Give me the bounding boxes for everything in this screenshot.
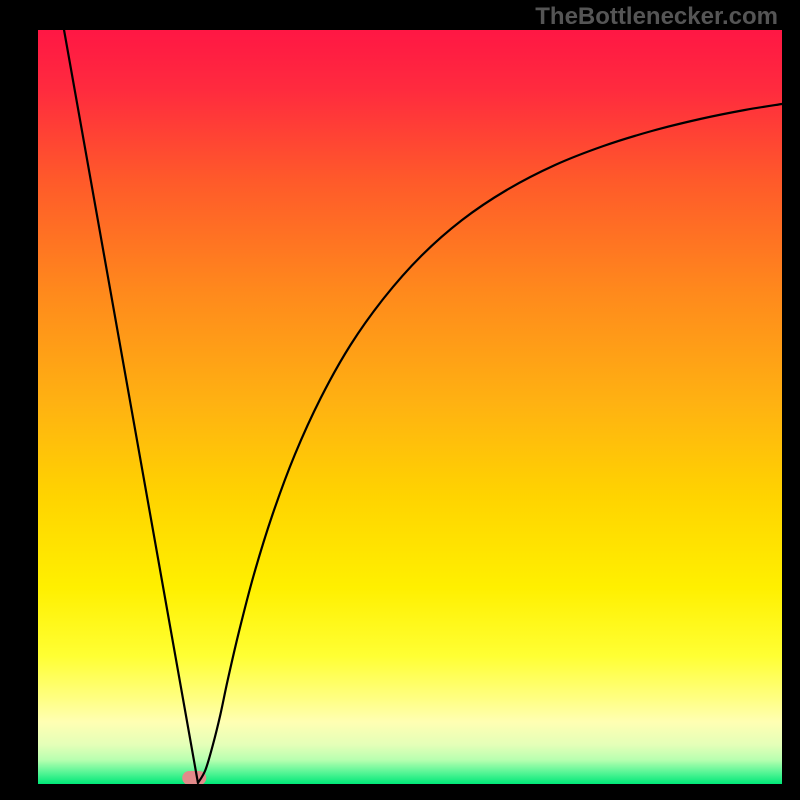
gradient-background — [38, 30, 782, 784]
plot-area — [38, 30, 782, 784]
plot-svg — [38, 30, 782, 784]
chart-container: TheBottlenecker.com — [0, 0, 800, 800]
frame-left — [0, 0, 38, 800]
frame-bottom — [0, 784, 800, 800]
watermark-text: TheBottlenecker.com — [535, 3, 778, 31]
frame-right — [782, 0, 800, 800]
